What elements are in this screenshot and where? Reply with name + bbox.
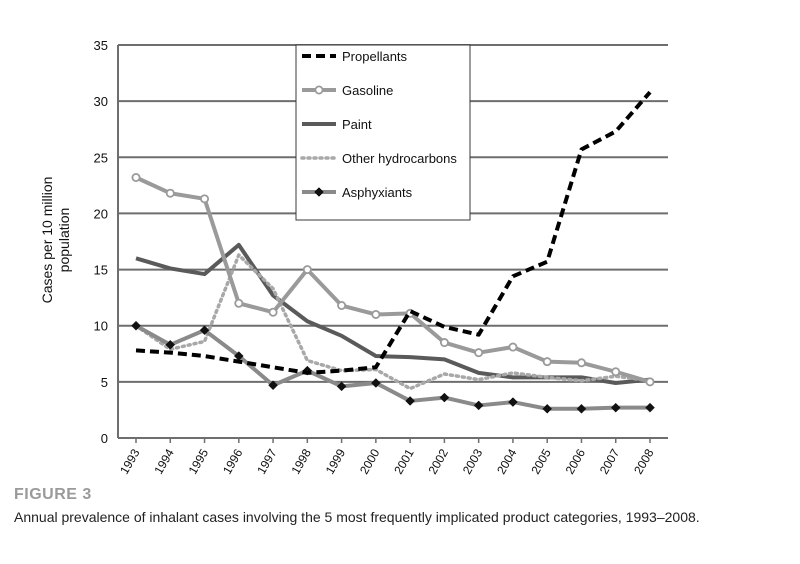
data-point xyxy=(371,378,381,388)
x-tick-label: 1994 xyxy=(151,446,177,476)
y-axis-label: Cases per 10 millionpopulation xyxy=(39,177,72,304)
chart-axes xyxy=(117,45,651,443)
data-point xyxy=(474,348,484,358)
x-tick-label: 1999 xyxy=(323,446,349,476)
x-tick-label: 1998 xyxy=(288,446,314,476)
x-tick-label: 2006 xyxy=(563,446,589,476)
data-point xyxy=(439,392,450,403)
legend-label: Propellants xyxy=(342,49,408,64)
data-point xyxy=(337,301,347,311)
x-tick-label: 1995 xyxy=(186,446,212,476)
data-point xyxy=(542,403,553,414)
legend-marker xyxy=(314,187,324,197)
y-axis-label-line: population xyxy=(56,208,72,273)
legend-label: Paint xyxy=(342,117,372,132)
series-line-asphyxiants xyxy=(135,323,650,411)
x-tick-label: 1993 xyxy=(117,446,143,476)
legend-label: Other hydrocarbons xyxy=(342,151,457,166)
series-line-propellants xyxy=(135,90,652,375)
x-tick-label: 2004 xyxy=(494,446,520,476)
data-point xyxy=(234,298,244,308)
x-tick-label: 2001 xyxy=(391,446,417,476)
data-point xyxy=(199,325,210,336)
data-point xyxy=(508,342,518,352)
data-point xyxy=(200,194,210,204)
y-tick-label: 15 xyxy=(94,263,108,278)
data-point xyxy=(576,358,586,368)
data-point xyxy=(405,396,415,406)
x-tick-label: 1996 xyxy=(220,446,246,476)
x-tick-label: 2000 xyxy=(357,446,383,476)
figure-caption: Annual prevalence of inhalant cases invo… xyxy=(14,509,700,525)
data-point xyxy=(542,357,552,367)
data-point xyxy=(268,307,278,317)
data-point xyxy=(645,402,655,413)
y-tick-label: 0 xyxy=(101,431,108,446)
y-tick-label: 10 xyxy=(94,319,108,334)
data-point xyxy=(268,380,278,391)
data-point xyxy=(439,338,449,348)
data-point xyxy=(302,265,312,275)
data-point xyxy=(645,377,655,387)
data-point xyxy=(473,400,484,411)
y-tick-label: 25 xyxy=(94,150,108,165)
data-point xyxy=(371,309,381,319)
legend-marker xyxy=(314,85,324,95)
x-axis-tick-labels: 1993 1994 1995 1996 1997 1998 1999 2000 2001 2002… xyxy=(117,446,657,476)
chart-legend: Propellants Gasoline Paint Other hydrocarbo… xyxy=(295,44,471,221)
x-tick-label: 1997 xyxy=(254,446,280,476)
x-tick-label: 2005 xyxy=(528,446,554,476)
x-tick-label: 2003 xyxy=(460,446,486,476)
data-point xyxy=(610,402,621,413)
series-line-other-hydrocarbons xyxy=(134,253,652,391)
y-tick-label: 5 xyxy=(101,375,108,390)
legend-label: Gasoline xyxy=(342,83,393,98)
series-line-gasoline xyxy=(135,175,651,384)
data-point xyxy=(165,339,176,350)
figure-label: FIGURE 3 xyxy=(14,486,92,503)
data-point xyxy=(131,172,141,182)
data-point xyxy=(576,403,587,414)
data-point xyxy=(165,188,175,198)
data-point xyxy=(131,320,141,331)
y-axis-label-text: Cases per 10 millionpopulation xyxy=(39,177,72,304)
legend-label: Asphyxiants xyxy=(342,185,413,200)
y-axis-tick-labels: 0 5 10 15 20 25 30 35 xyxy=(94,38,108,446)
x-tick-label: 2007 xyxy=(597,446,623,476)
y-tick-label: 20 xyxy=(94,206,108,221)
chart-series xyxy=(131,90,655,414)
x-tick-label: 2008 xyxy=(631,446,657,476)
data-point xyxy=(508,397,518,407)
data-point xyxy=(336,381,347,392)
y-axis-label-line: Cases per 10 million xyxy=(39,177,55,304)
y-tick-label: 35 xyxy=(94,38,108,53)
data-point xyxy=(611,367,621,377)
x-tick-label: 2002 xyxy=(426,446,452,476)
y-tick-label: 30 xyxy=(94,94,108,109)
